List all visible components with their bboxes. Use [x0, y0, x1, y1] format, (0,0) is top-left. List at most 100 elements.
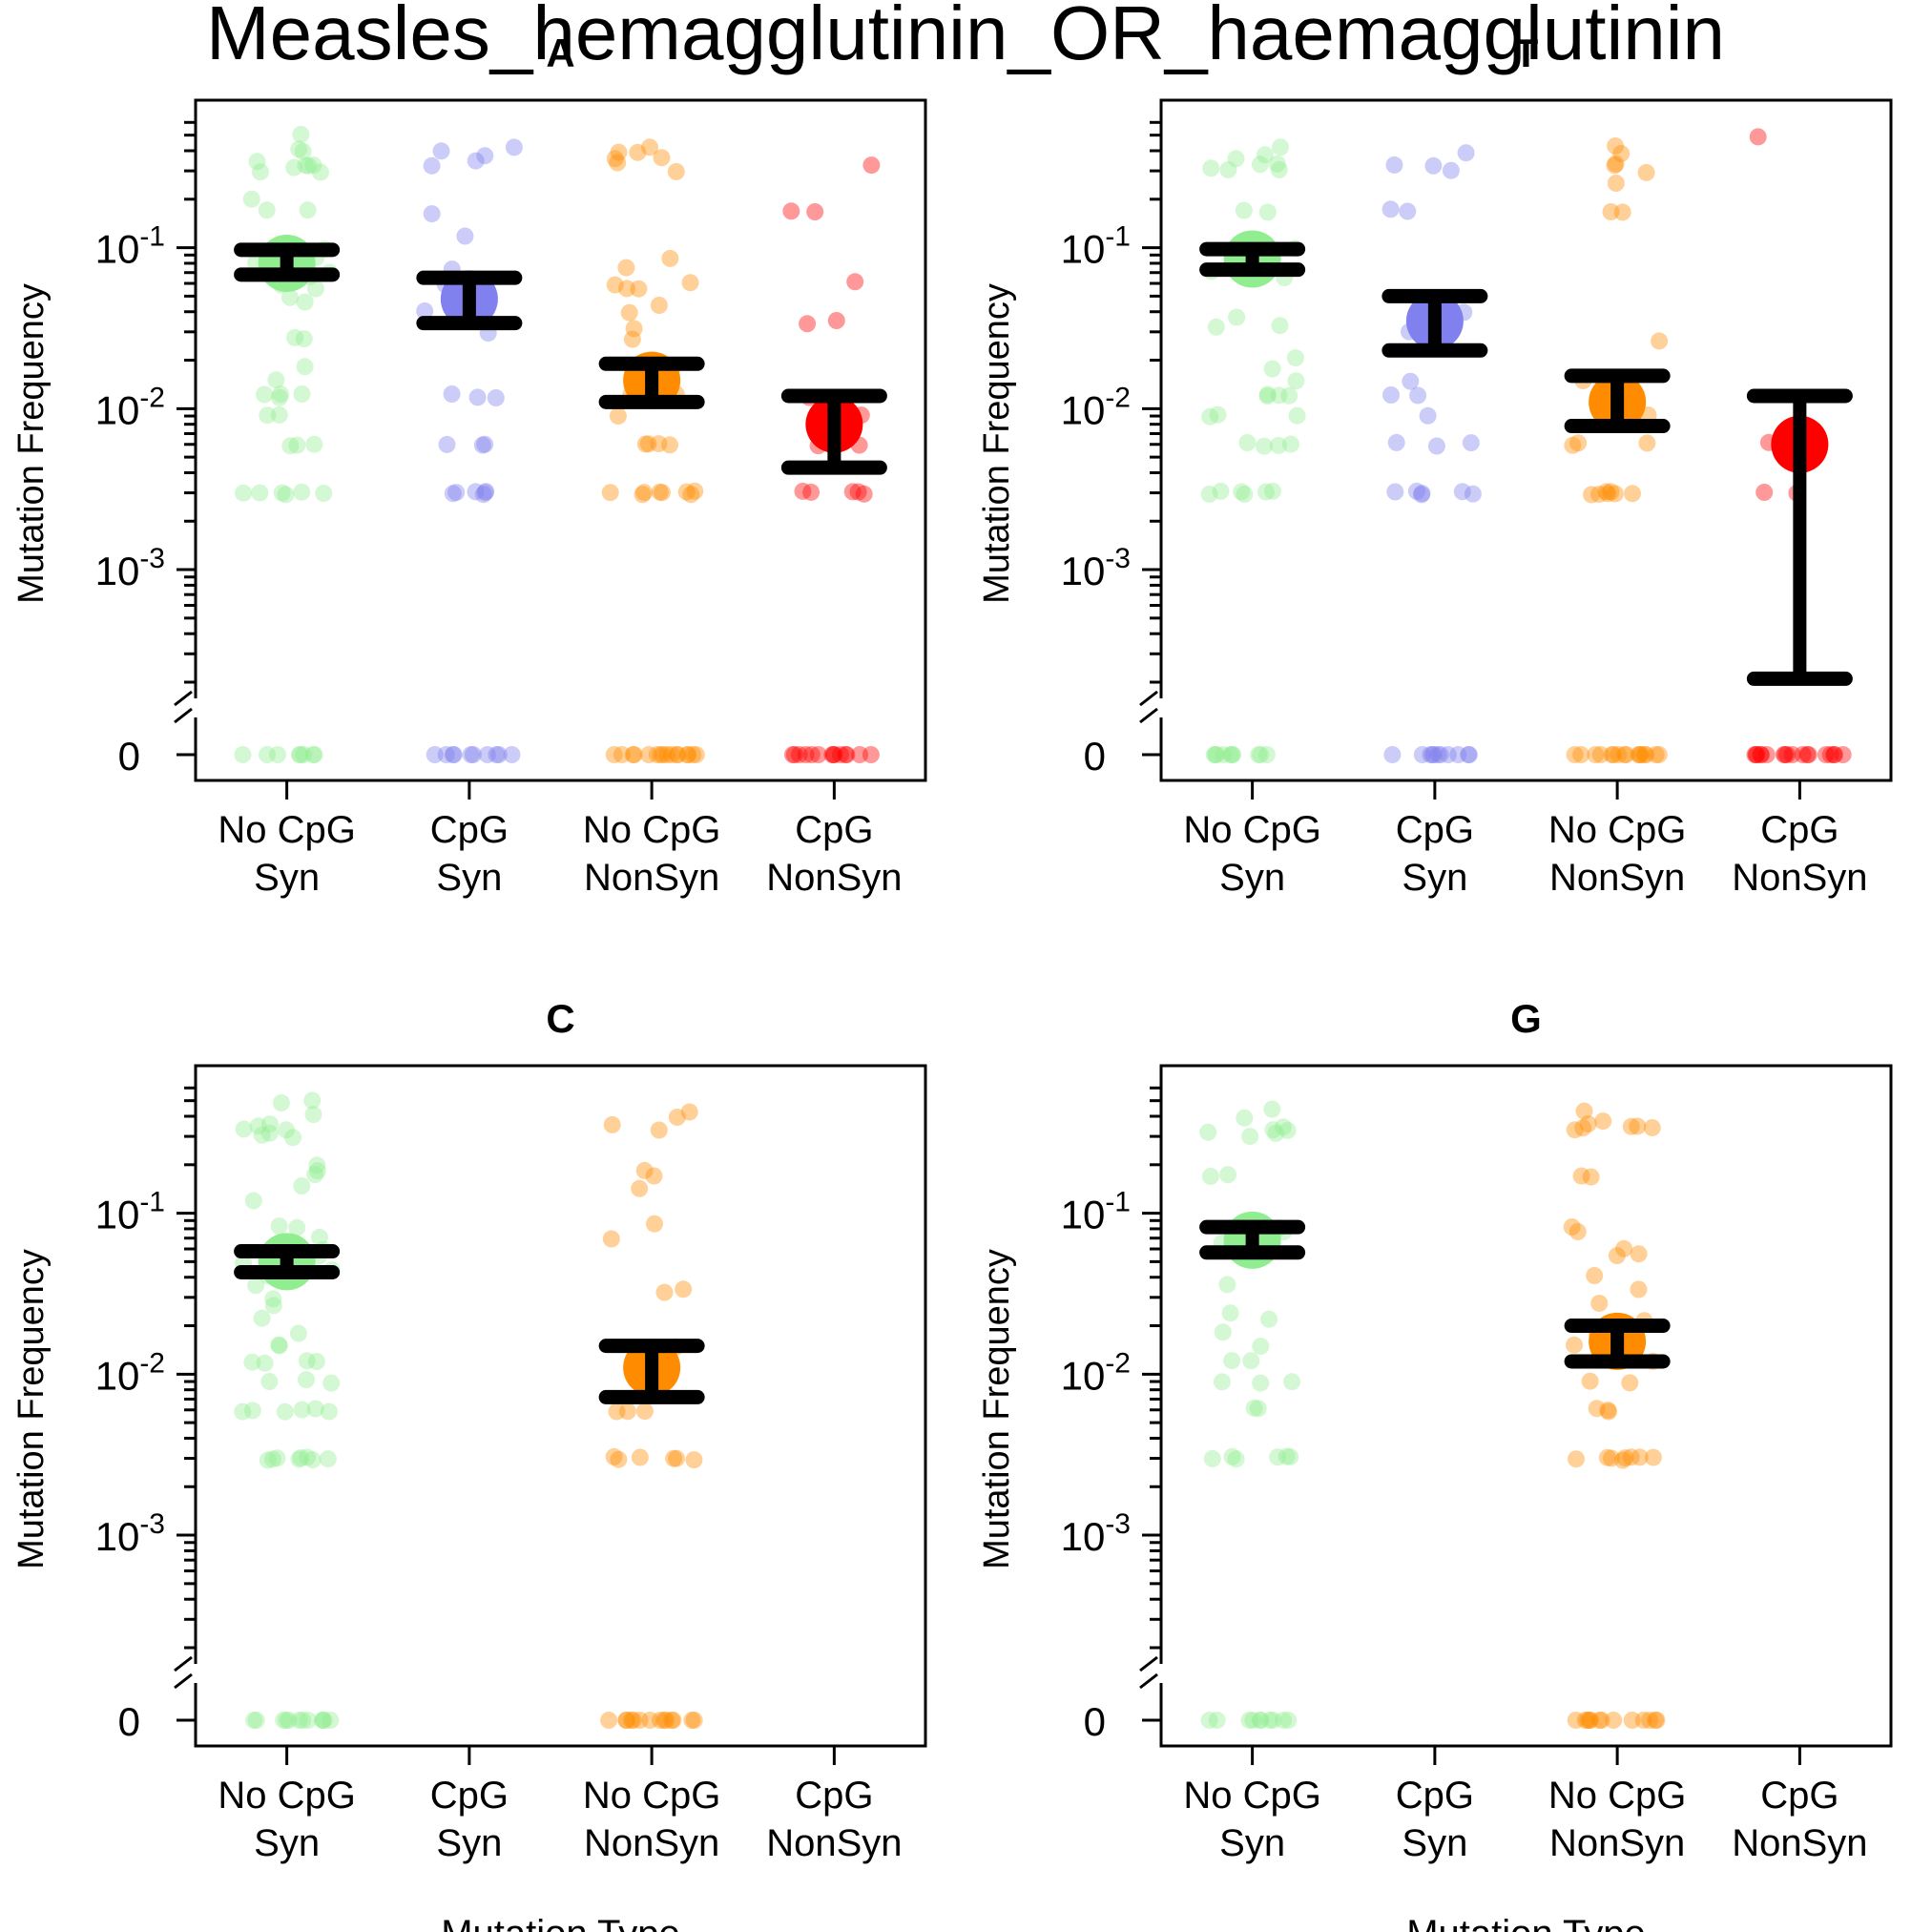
data-point: [259, 1451, 277, 1469]
x-tick-label: No CpG: [1548, 809, 1687, 851]
data-point: [1776, 746, 1794, 763]
data-point: [1213, 1373, 1231, 1391]
data-point: [1271, 317, 1289, 335]
data-point: [288, 436, 306, 454]
data-point: [462, 746, 480, 763]
data-point: [1572, 1167, 1590, 1185]
data-point: [1757, 746, 1776, 763]
data-point: [243, 1353, 261, 1371]
data-point: [300, 156, 318, 175]
data-point: [294, 142, 312, 160]
data-point: [290, 1712, 308, 1729]
series-2: [1564, 137, 1671, 763]
data-point: [290, 1450, 308, 1468]
data-point: [641, 1712, 659, 1729]
data-point: [655, 1712, 674, 1729]
y-tick-label: 10-2: [95, 382, 165, 432]
series-0: [1199, 1100, 1306, 1729]
data-point: [610, 1450, 628, 1468]
data-point: [663, 1712, 681, 1729]
data-point: [1272, 138, 1289, 156]
data-point: [1647, 746, 1665, 763]
data-point: [1590, 1712, 1609, 1729]
data-point: [646, 1215, 663, 1233]
data-point: [1264, 482, 1281, 500]
data-point: [322, 1374, 341, 1392]
data-point: [650, 1121, 668, 1139]
data-point: [1631, 746, 1648, 763]
data-point: [432, 142, 450, 160]
data-point: [1586, 1267, 1604, 1284]
data-point: [426, 746, 444, 763]
data-point: [790, 746, 808, 763]
data-point: [1256, 437, 1273, 455]
data-point: [1622, 1448, 1640, 1466]
data-point: [1200, 485, 1218, 503]
data-point: [235, 484, 253, 502]
data-point: [1206, 746, 1224, 763]
data-point: [245, 1712, 263, 1729]
y-tick-label: 10-1: [1061, 221, 1131, 272]
data-point: [1212, 482, 1230, 500]
data-point: [305, 746, 323, 763]
data-point: [1282, 435, 1299, 453]
data-point: [1442, 161, 1460, 179]
data-point: [1258, 385, 1277, 404]
data-point: [1235, 201, 1253, 219]
data-point: [1258, 387, 1277, 405]
data-point: [1615, 1239, 1633, 1257]
data-point: [1228, 308, 1246, 326]
series-2: [598, 1103, 705, 1729]
data-point: [1280, 386, 1298, 405]
data-point: [1650, 746, 1668, 763]
data-point: [1752, 746, 1770, 763]
data-point: [1221, 746, 1239, 763]
y-axis: 10-1 10-2 10-3 0: [95, 1086, 197, 1744]
data-point: [314, 1712, 331, 1729]
data-point: [1591, 746, 1610, 763]
panel-4: G 10-1 10-2 10-3 0 Mutation Frequency No CpG Sy…: [977, 996, 1893, 1932]
data-point: [1256, 146, 1274, 164]
data-point: [1616, 1449, 1634, 1467]
x-tick-label: No CpG: [218, 809, 356, 851]
data-point: [785, 746, 803, 763]
data-point: [1581, 1712, 1599, 1729]
data-point: [862, 156, 881, 175]
data-point: [1783, 746, 1801, 763]
data-point: [295, 746, 313, 763]
data-point: [1624, 485, 1641, 503]
data-point: [1260, 1712, 1278, 1729]
data-point: [630, 280, 648, 298]
x-tick-label: No CpG: [1183, 1775, 1321, 1817]
data-point: [1260, 1310, 1278, 1328]
data-point: [608, 1402, 626, 1421]
data-point: [639, 435, 657, 453]
plot-frame: [194, 98, 927, 782]
data-point: [640, 746, 657, 763]
data-point: [306, 280, 324, 298]
data-point: [634, 486, 652, 504]
data-point: [1600, 1402, 1617, 1421]
data-point: [654, 746, 673, 763]
data-point: [684, 746, 702, 763]
data-point: [270, 1336, 288, 1354]
data-point: [275, 1712, 293, 1729]
data-point: [1623, 1712, 1641, 1729]
data-point: [281, 288, 299, 306]
data-point: [1385, 156, 1403, 174]
data-point: [299, 1448, 316, 1466]
data-point: [849, 483, 867, 501]
data-point: [1286, 349, 1304, 367]
data-point: [1413, 486, 1430, 504]
data-point: [1755, 484, 1774, 501]
data-point: [1607, 155, 1625, 173]
data-point: [247, 1277, 265, 1295]
data-point: [299, 1712, 317, 1729]
data-point: [1632, 746, 1650, 763]
x-tick-label: NonSyn: [1732, 857, 1867, 899]
data-point: [635, 1402, 654, 1421]
data-point: [629, 143, 647, 161]
data-point: [1826, 746, 1843, 763]
data-point: [488, 746, 506, 763]
x-tick-label: Syn: [1402, 1822, 1467, 1864]
